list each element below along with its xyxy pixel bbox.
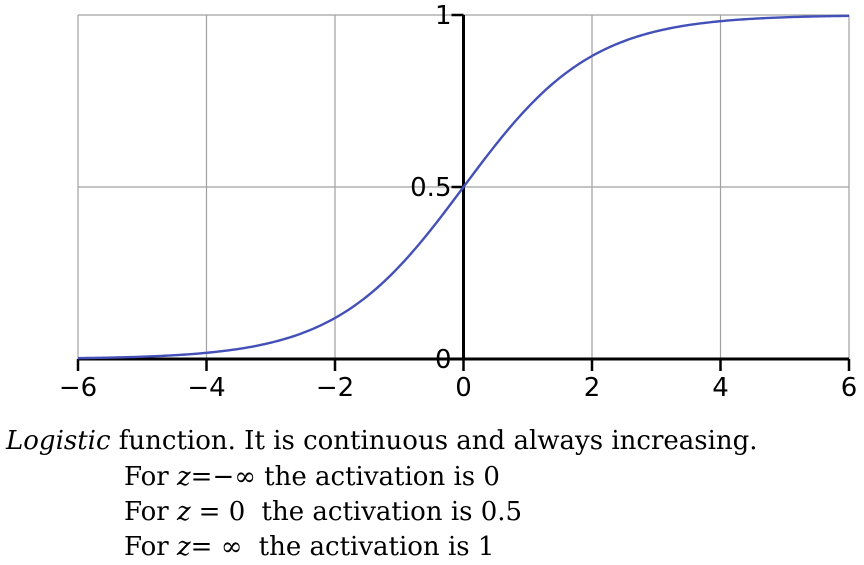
caption-main: Logistic function. It is continuous and …	[6, 426, 758, 456]
x-tick-label-3: 0	[455, 373, 472, 403]
x-tick-label-6: 6	[841, 373, 858, 403]
logistic-chart: −6 −4 −2 0 2 4 6 0 0.5 1	[59, 1, 857, 403]
caption-line-1-rest: the activation is 0	[264, 462, 500, 492]
x-tick-label-0: −6	[59, 373, 97, 403]
caption-emphasis: Logistic	[6, 426, 111, 456]
caption-line-2-var: z	[176, 497, 191, 527]
x-tick-label-2: −2	[316, 373, 354, 403]
caption-line-3: For z= ∞ the activation is 1	[124, 532, 494, 562]
caption-line-2: For z = 0 the activation is 0.5	[124, 497, 522, 527]
curve-layer	[77, 14, 850, 360]
caption-line-3-prefix: For	[124, 532, 177, 562]
caption-line-1: For z=−∞ the activation is 0	[124, 462, 500, 492]
caption-line-2-rest: the activation is 0.5	[261, 497, 523, 527]
caption-line-2-cond: = 0	[198, 497, 246, 527]
caption-line-3-rest: the activation is 1	[258, 532, 495, 562]
caption-line-1-var: z	[176, 462, 191, 492]
caption-main-text: function. It is continuous and always in…	[110, 426, 758, 456]
caption-line-3-var: z	[176, 532, 191, 562]
axes	[76, 13, 851, 371]
caption-line-1-prefix: For	[124, 462, 177, 492]
y-tick-label-0: 0	[435, 345, 452, 375]
y-tick-label-1: 0.5	[410, 173, 451, 203]
x-tick-label-5: 4	[712, 373, 729, 403]
y-tick-label-2: 1	[435, 1, 452, 31]
x-tick-label-1: −4	[187, 373, 225, 403]
caption-line-2-prefix: For	[124, 497, 177, 527]
x-tick-label-4: 2	[584, 373, 601, 403]
series-line-logistic	[77, 14, 850, 360]
tick-labels: −6 −4 −2 0 2 4 6 0 0.5 1	[59, 1, 857, 403]
caption-line-1-cond: =−∞	[190, 462, 256, 492]
caption-line-3-cond: = ∞	[190, 532, 243, 562]
